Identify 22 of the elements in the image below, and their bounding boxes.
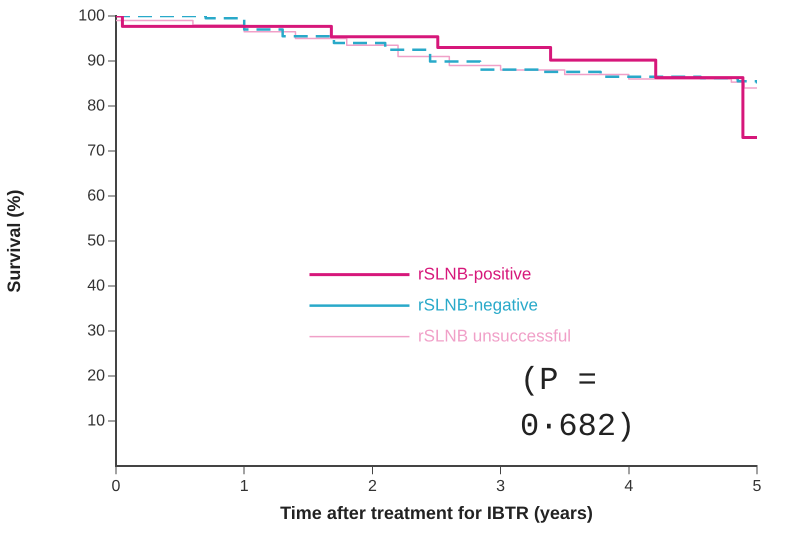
annotation: (P = 0·682) <box>520 361 636 447</box>
text: rSLNB-negative <box>418 295 538 314</box>
y-tick-label: 20 <box>87 368 106 385</box>
text: rSLNB unsuccessful <box>418 326 572 346</box>
text: rSLNB-positive <box>418 264 532 284</box>
x-axis-title: Time after treatment for IBTR (years) <box>280 503 593 524</box>
y-tick-label: 30 <box>87 322 106 340</box>
y-tick-label: 50 <box>87 232 106 250</box>
y-tick-label: 70 <box>87 142 106 160</box>
x-tick-label: 4 <box>624 478 634 496</box>
x-tick-label: 3 <box>496 478 506 496</box>
y-tick-label: 80 <box>87 97 106 114</box>
x-tick-label: 2 <box>368 478 377 496</box>
x-tick-label: 5 <box>752 478 762 496</box>
y-tick-label: 90 <box>87 52 106 70</box>
x-tick-label: 0 <box>112 478 121 496</box>
y-axis-title: Survival (%) <box>4 190 24 293</box>
y-tick-label: 60 <box>87 187 106 204</box>
y-tick-label: 100 <box>78 7 106 24</box>
y-tick-label: 40 <box>87 278 106 295</box>
y-tick-label: 10 <box>87 412 106 430</box>
x-tick-label: 1 <box>240 478 249 496</box>
